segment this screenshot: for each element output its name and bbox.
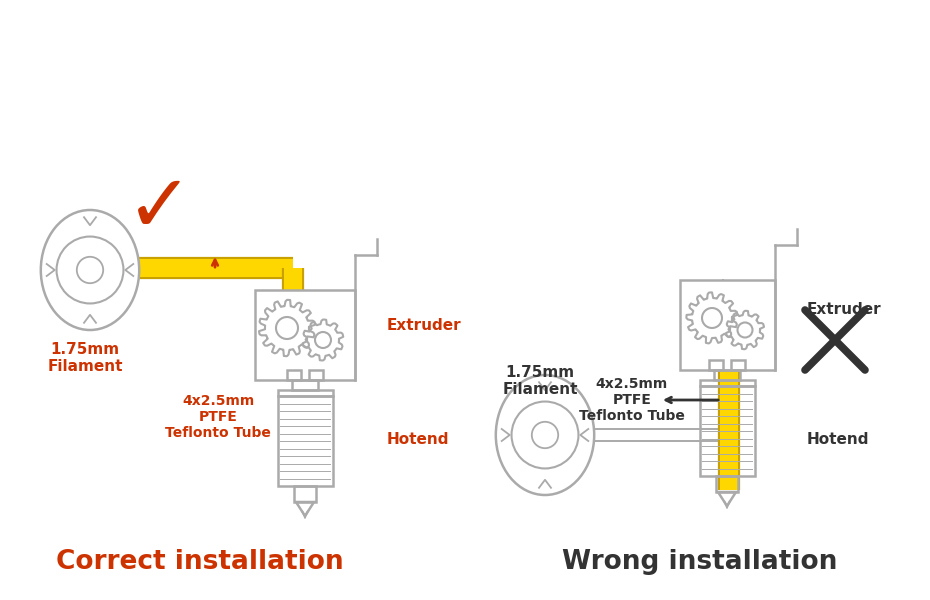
Bar (292, 380, 318, 390)
Text: Hotend: Hotend (807, 433, 870, 448)
Text: Extruder: Extruder (387, 317, 461, 332)
Bar (731, 360, 745, 370)
Bar (716, 476, 738, 492)
Text: Hotend: Hotend (387, 433, 449, 448)
Bar (255, 290, 355, 380)
Bar (278, 390, 333, 396)
Text: 1.75mm
Filament: 1.75mm Filament (502, 365, 578, 397)
Text: Correct installation: Correct installation (56, 549, 344, 575)
Bar (287, 370, 301, 380)
Text: 1.75mm
Filament: 1.75mm Filament (47, 342, 123, 374)
Text: 4x2.5mm
PTFE
Teflonto Tube: 4x2.5mm PTFE Teflonto Tube (579, 377, 684, 423)
Text: Wrong installation: Wrong installation (563, 549, 838, 575)
Bar (294, 486, 316, 502)
Bar (700, 386, 755, 476)
Text: Extruder: Extruder (807, 302, 882, 317)
Bar (309, 370, 323, 380)
Text: ✓: ✓ (126, 171, 193, 249)
Bar (700, 380, 755, 386)
Bar (714, 370, 740, 380)
Bar (278, 396, 333, 486)
Bar (680, 280, 775, 370)
Bar (709, 360, 723, 370)
Text: 4x2.5mm
PTFE
Teflonto Tube: 4x2.5mm PTFE Teflonto Tube (165, 394, 271, 440)
